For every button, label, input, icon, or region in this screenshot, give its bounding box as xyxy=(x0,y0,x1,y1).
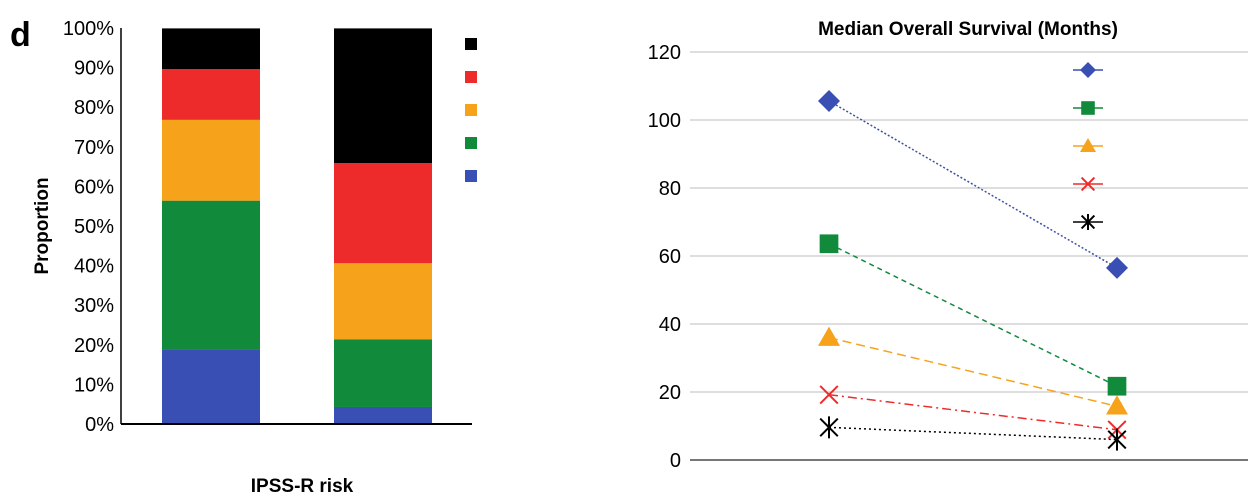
data-point-very-low-shape xyxy=(818,89,840,112)
y-axis-ticks: 0 20 40 60 80 100 120 xyxy=(648,42,681,472)
data-points xyxy=(818,89,1128,451)
legend-swatch-very-high xyxy=(465,38,477,50)
y-tick-label: 40 xyxy=(659,314,681,336)
gridlines xyxy=(690,51,1248,461)
legend-swatch-very-low xyxy=(465,170,477,182)
y-tick-label: 20% xyxy=(74,335,114,357)
y-tick-label: 80% xyxy=(74,97,114,119)
y-tick-label: 0% xyxy=(85,414,114,436)
data-point-very-low xyxy=(818,89,840,112)
y-tick-label: 120 xyxy=(648,42,681,64)
data-point-very-low-shape xyxy=(1106,256,1128,279)
bar-segment-very-high xyxy=(162,28,260,70)
data-point-low-shape xyxy=(819,234,839,254)
y-tick-label: 60% xyxy=(74,176,114,198)
y-tick-label: 50% xyxy=(74,216,114,238)
y-tick-label: 20 xyxy=(659,382,681,404)
legend xyxy=(1073,62,1103,230)
bar-segment-high xyxy=(334,163,432,264)
data-point-intermediate-shape xyxy=(1106,395,1128,415)
y-tick-label: 40% xyxy=(74,256,114,278)
y-tick-label: 100 xyxy=(648,110,681,132)
legend-marker-low xyxy=(1081,101,1095,115)
legend-swatch-low xyxy=(465,137,477,149)
x-axis-title: IPSS-R risk xyxy=(251,476,354,497)
data-point-low xyxy=(819,234,839,254)
legend xyxy=(465,38,477,182)
y-tick-label: 0 xyxy=(670,450,681,472)
legend-marker-low-shape xyxy=(1081,101,1095,115)
y-tick-label: 60 xyxy=(659,246,681,268)
y-tick-label: 70% xyxy=(74,137,114,159)
y-tick-label: 90% xyxy=(74,58,114,80)
legend-marker-very-low xyxy=(1080,62,1096,78)
legend-marker-intermediate xyxy=(1080,138,1096,152)
data-point-intermediate xyxy=(1106,395,1128,415)
data-point-intermediate xyxy=(818,326,840,346)
series-lines xyxy=(828,100,1118,441)
line-chart: Median Overall Survival (Months) 0 20 40 60… xyxy=(648,19,1248,472)
legend-marker-very-high xyxy=(1080,214,1096,230)
data-point-very-high xyxy=(1107,428,1127,451)
data-point-high xyxy=(819,385,839,405)
bar-segment-high xyxy=(162,69,260,120)
legend-marker-intermediate-shape xyxy=(1080,138,1096,152)
bar-segment-low xyxy=(334,339,432,407)
data-point-very-low xyxy=(1106,256,1128,279)
data-point-low xyxy=(1107,376,1127,396)
data-point-very-high xyxy=(819,416,839,439)
data-point-high-stroke xyxy=(819,385,839,405)
bar-segments xyxy=(120,28,472,425)
bar-segment-very-low xyxy=(334,406,432,424)
panel-label: d xyxy=(10,16,31,54)
y-tick-label: 10% xyxy=(74,374,114,396)
legend-swatch-intermediate xyxy=(465,104,477,116)
data-point-intermediate-shape xyxy=(818,326,840,346)
series-line-low xyxy=(828,243,1118,387)
y-axis-ticks: 0% 10% 20% 30% 40% 50% 60% 70% 80% 90% 100% xyxy=(63,18,114,436)
stacked-bar-chart: Proportion IPSS-R risk 0% 10% 20% 30% 40% 50%… xyxy=(32,18,477,497)
series-line-very-high xyxy=(828,426,1118,441)
legend-marker-high-stroke xyxy=(1080,176,1096,192)
bar-segment-intermediate xyxy=(162,119,260,201)
legend-marker-high xyxy=(1080,176,1096,192)
y-tick-label: 30% xyxy=(74,295,114,317)
chart-title: Median Overall Survival (Months) xyxy=(818,19,1118,40)
bar-segment-very-high xyxy=(334,28,432,164)
series-line-intermediate xyxy=(828,336,1118,408)
y-tick-label: 100% xyxy=(63,18,114,40)
data-point-low-shape xyxy=(1107,376,1127,396)
y-axis-title: Proportion xyxy=(32,177,53,274)
y-tick-label: 80 xyxy=(659,178,681,200)
series-line-high xyxy=(828,393,1118,431)
bar-segment-low xyxy=(162,200,260,350)
legend-marker-very-low-shape xyxy=(1080,62,1096,78)
bar-segment-very-low xyxy=(162,349,260,424)
legend-swatch-high xyxy=(465,71,477,83)
series-line-very-low xyxy=(828,100,1118,269)
bar-segment-intermediate xyxy=(334,263,432,340)
